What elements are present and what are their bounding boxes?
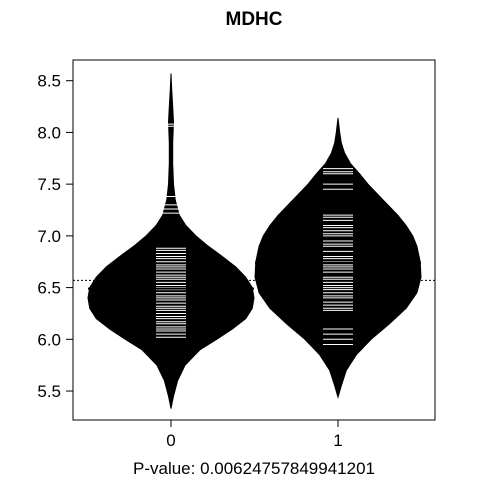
x-axis-label: P-value: 0.00624757849941201 — [133, 459, 375, 478]
y-axis: 5.5 6.0 6.5 7.0 7.5 8.0 8.5 — [37, 72, 73, 401]
x-tick-label: 0 — [166, 431, 175, 450]
y-tick-label: 6.5 — [37, 279, 61, 298]
y-tick-label: 7.5 — [37, 175, 61, 194]
beans-layer — [87, 73, 422, 409]
y-tick-label: 6.0 — [37, 330, 61, 349]
mean-lines-layer — [88, 261, 421, 290]
plot-frame — [72, 59, 436, 421]
bean-shape-1 — [254, 117, 422, 399]
y-tick-label: 8.5 — [37, 72, 61, 91]
y-tick-label: 8.0 — [37, 123, 61, 142]
x-tick-label: 1 — [333, 431, 342, 450]
chart-title: MDHC — [226, 9, 283, 30]
y-tick-label: 5.5 — [37, 382, 61, 401]
observation-lines-layer — [156, 123, 353, 345]
bean-shape-0 — [87, 73, 255, 409]
y-tick-label: 7.0 — [37, 227, 61, 246]
